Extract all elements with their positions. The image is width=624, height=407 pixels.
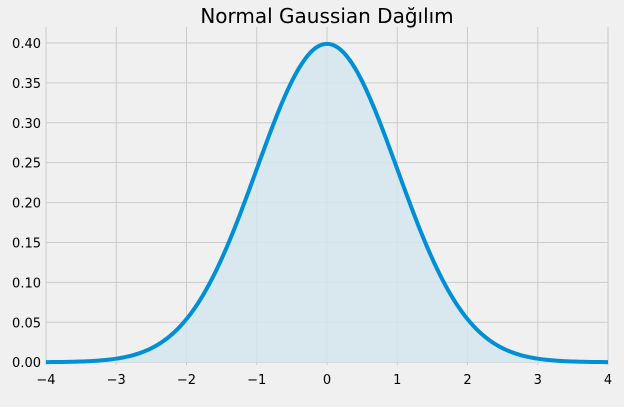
x-tick-label: 3 [534, 373, 542, 388]
y-tick-label: 0.25 [12, 157, 41, 172]
x-tick-label: −4 [36, 373, 55, 388]
x-tick-label: 1 [393, 373, 401, 388]
x-tick-label: 2 [463, 373, 471, 388]
y-tick-label: 0.20 [12, 197, 41, 212]
chart-title: Normal Gaussian Dağılım [200, 4, 453, 28]
y-tick-label: 0.35 [12, 77, 41, 92]
x-tick-label: 0 [323, 373, 331, 388]
series-line [45, 41, 609, 365]
y-tick-label: 0.00 [12, 356, 41, 371]
x-tick-label: 4 [604, 373, 612, 388]
x-axis-ticks: −4 −3 −2 −1 0 1 2 3 4 [36, 373, 612, 388]
y-axis-ticks: 0.00 0.05 0.10 0.15 0.20 0.25 0.30 0.35 0.40 [12, 37, 41, 371]
x-tick-label: −2 [177, 373, 196, 388]
y-tick-label: 0.15 [12, 236, 41, 251]
y-tick-label: 0.10 [12, 276, 41, 291]
area-fill [46, 43, 608, 363]
series-line-path [45, 41, 609, 365]
area-fill-path [46, 43, 608, 363]
y-tick-label: 0.40 [12, 37, 41, 52]
x-tick-label: −1 [247, 373, 266, 388]
x-tick-label: −3 [107, 373, 126, 388]
y-tick-label: 0.05 [12, 316, 41, 331]
y-tick-label: 0.30 [12, 117, 41, 132]
